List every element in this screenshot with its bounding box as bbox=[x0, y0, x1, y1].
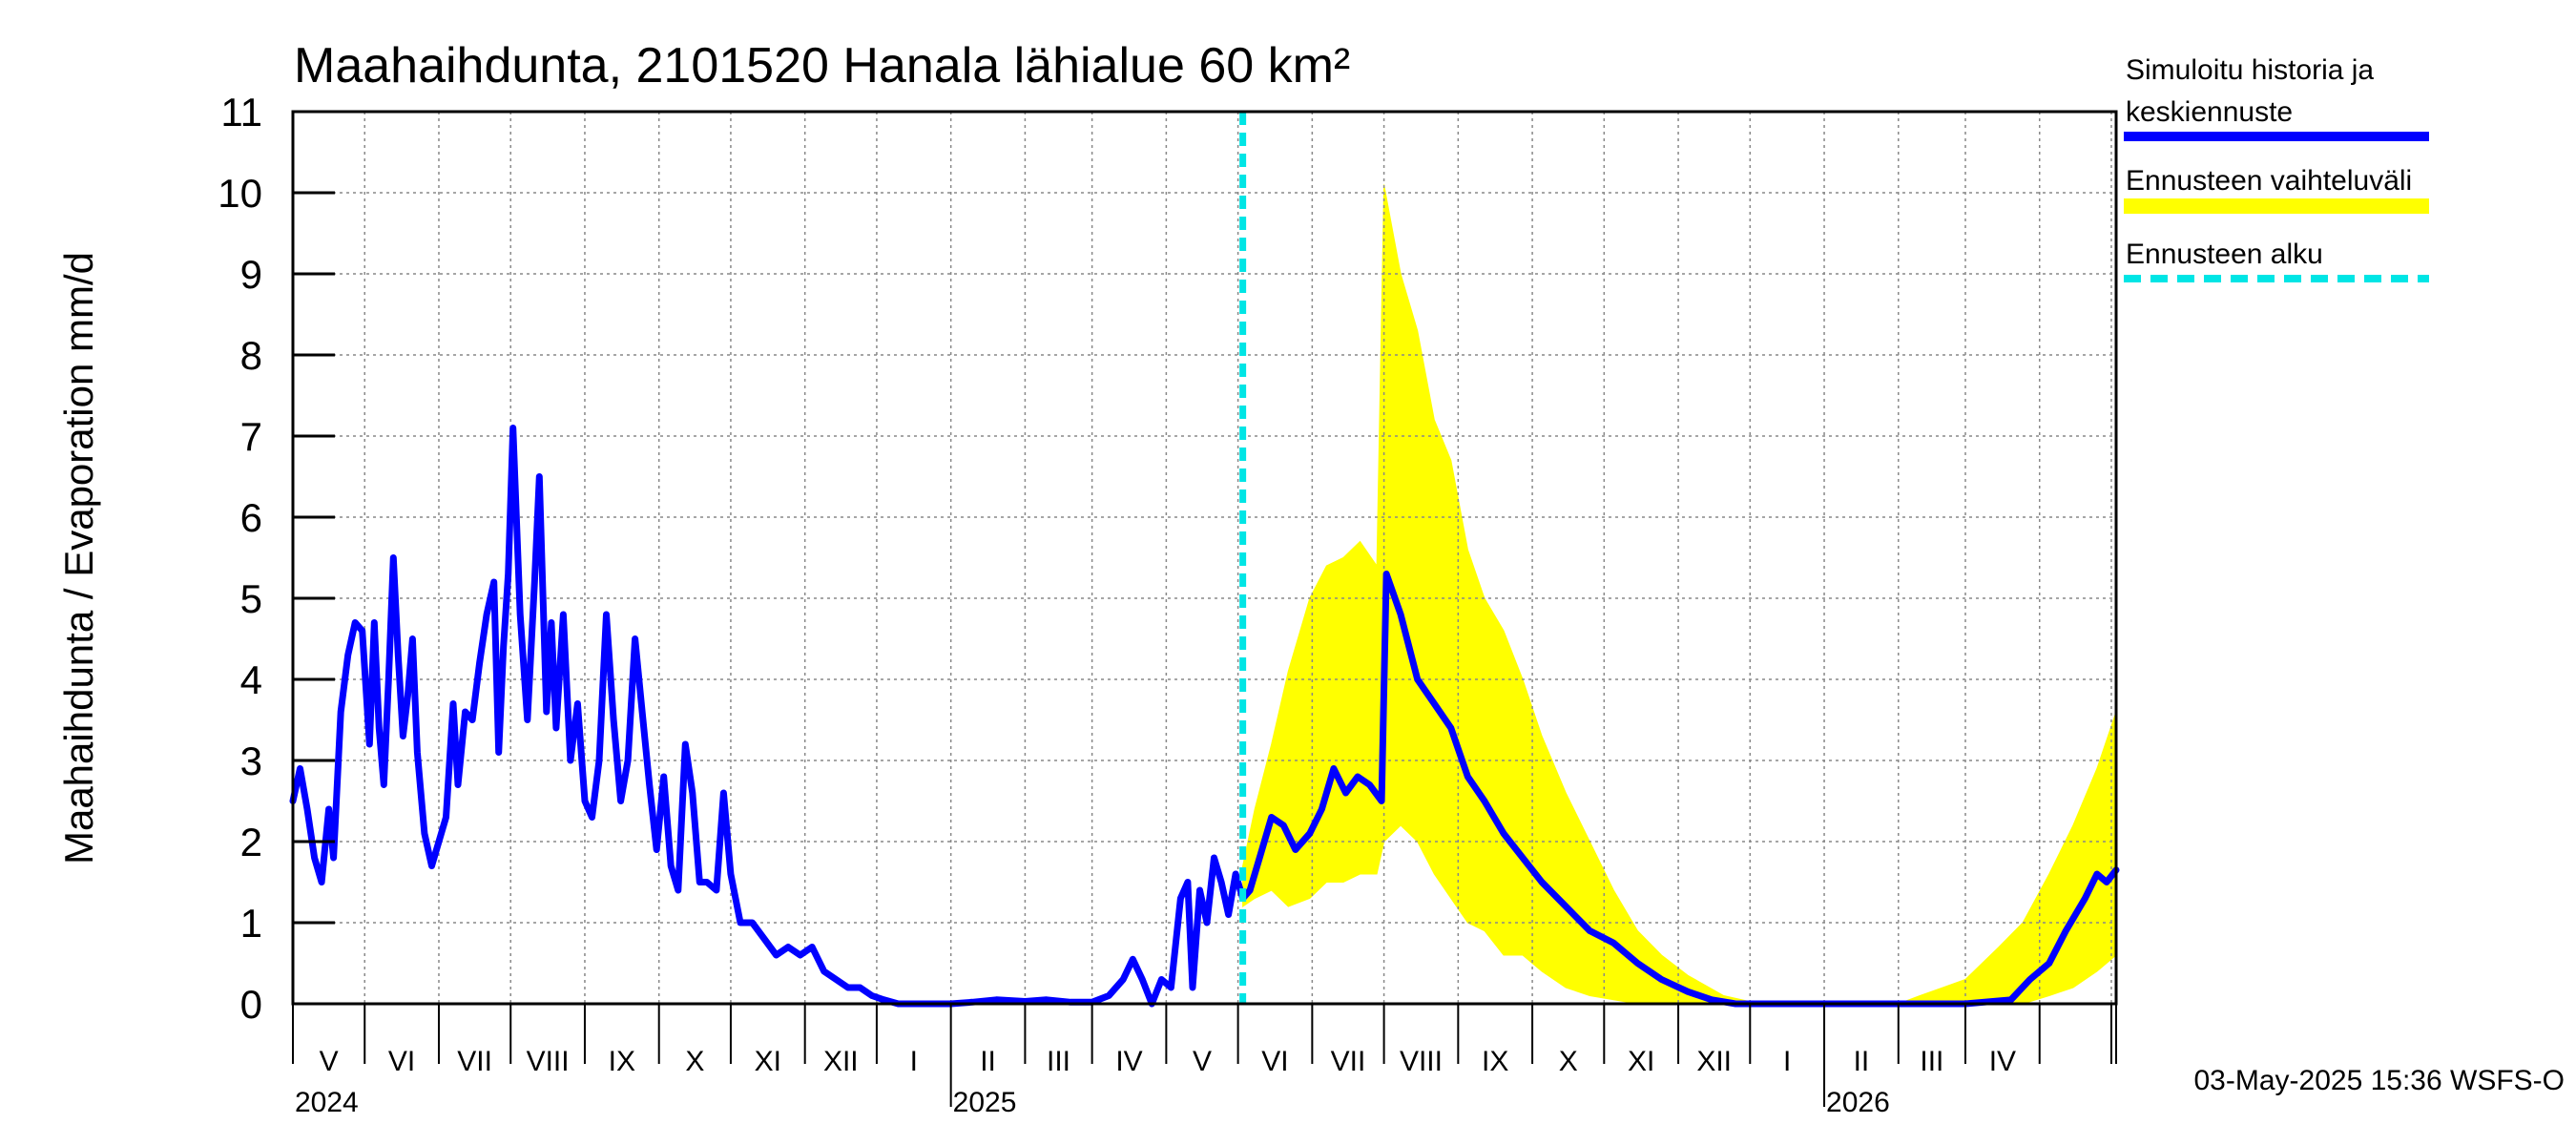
chart-title: Maahaihdunta, 2101520 Hanala lähialue 60… bbox=[294, 38, 1350, 94]
month-label: XII bbox=[823, 1046, 859, 1077]
forecast-range-band-layer bbox=[1242, 184, 2117, 1005]
legend-label-range: Ennusteen vaihteluväli bbox=[2126, 165, 2412, 197]
month-label: IV bbox=[1115, 1046, 1142, 1077]
month-label: V bbox=[320, 1046, 339, 1077]
month-label: IX bbox=[1482, 1046, 1508, 1077]
month-label: VIII bbox=[1400, 1046, 1443, 1077]
year-label: 2025 bbox=[953, 1087, 1017, 1118]
month-label: V bbox=[1193, 1046, 1212, 1077]
legend-label-forecast-start: Ennusteen alku bbox=[2126, 239, 2323, 270]
month-label: VI bbox=[388, 1046, 415, 1077]
year-label: 2026 bbox=[1826, 1087, 1890, 1118]
legend: Simuloitu historia ja keskiennuste Ennus… bbox=[2124, 54, 2429, 282]
y-tick-label: 10 bbox=[218, 171, 262, 216]
month-label: VI bbox=[1261, 1046, 1288, 1077]
simulated-history-line bbox=[289, 425, 2120, 1008]
y-tick-label: 4 bbox=[240, 657, 262, 702]
plot-frame bbox=[291, 110, 2118, 1006]
forecast-range-band bbox=[1242, 184, 2117, 1005]
month-label: X bbox=[1559, 1046, 1578, 1077]
footer-timestamp: 03-May-2025 15:36 WSFS-O bbox=[2194, 1065, 2566, 1096]
month-label: IX bbox=[609, 1046, 635, 1077]
y-tick-label: 1 bbox=[240, 901, 262, 946]
y-tick-label: 2 bbox=[240, 820, 262, 864]
y-tick-label: 6 bbox=[240, 495, 262, 540]
y-tick-label: 7 bbox=[240, 414, 262, 459]
y-tick-label: 3 bbox=[240, 739, 262, 783]
month-label: VII bbox=[457, 1046, 492, 1077]
month-label: XII bbox=[1696, 1046, 1732, 1077]
year-label: 2024 bbox=[295, 1087, 359, 1118]
month-label: VIII bbox=[527, 1046, 570, 1077]
month-label: II bbox=[1854, 1046, 1870, 1077]
gridlines bbox=[293, 112, 2116, 1004]
month-label: III bbox=[1047, 1046, 1070, 1077]
y-tick-label: 11 bbox=[220, 90, 262, 135]
y-tick-label: 9 bbox=[240, 252, 262, 297]
month-label: X bbox=[685, 1046, 704, 1077]
month-label: XI bbox=[1628, 1046, 1654, 1077]
month-label: II bbox=[980, 1046, 996, 1077]
month-label: III bbox=[1920, 1046, 1943, 1077]
legend-label-history-line2: keskiennuste bbox=[2126, 96, 2293, 128]
month-label: XI bbox=[755, 1046, 781, 1077]
y-tick-label: 8 bbox=[240, 333, 262, 378]
y-tick-label: 5 bbox=[240, 576, 262, 621]
month-label: I bbox=[1783, 1046, 1791, 1077]
month-label: IV bbox=[1989, 1046, 2016, 1077]
month-label: I bbox=[910, 1046, 918, 1077]
y-tick-label: 0 bbox=[240, 982, 262, 1027]
month-label: VII bbox=[1331, 1046, 1366, 1077]
y-axis-label: Maahaihdunta / Evaporation mm/d bbox=[56, 252, 101, 864]
x-axis: V VI VII VIII IX X XI XII I II III IV V VI VII VIII IX X X… bbox=[292, 1004, 2117, 1118]
series-layer bbox=[289, 112, 2120, 1008]
y-axis-ticks: 0 1 2 3 4 5 6 7 8 9 10 11 bbox=[218, 90, 335, 1027]
legend-label-history-line1: Simuloitu historia ja bbox=[2126, 54, 2374, 86]
